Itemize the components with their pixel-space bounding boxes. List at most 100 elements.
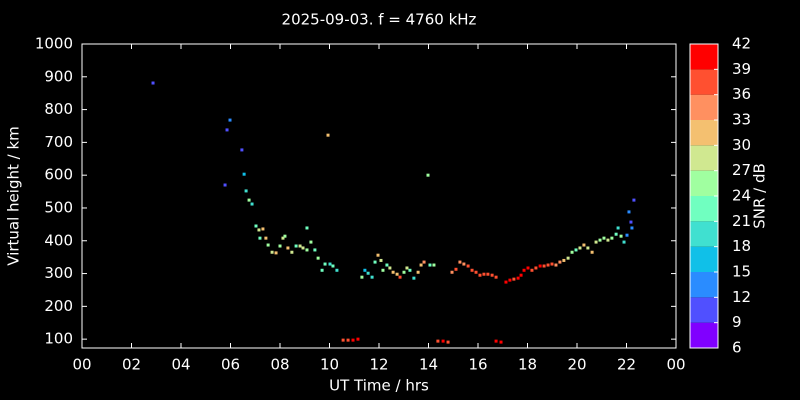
point xyxy=(419,263,423,267)
point xyxy=(486,272,490,276)
point xyxy=(534,266,538,270)
point xyxy=(294,244,298,248)
point xyxy=(441,339,445,343)
colorbar-band xyxy=(690,145,718,171)
point xyxy=(428,263,432,267)
plot-frame xyxy=(81,43,677,349)
y-tick-label: 200 xyxy=(44,297,73,315)
point xyxy=(512,277,516,281)
point xyxy=(499,340,503,344)
point xyxy=(622,240,626,244)
point xyxy=(482,272,486,276)
point xyxy=(316,256,320,260)
point xyxy=(264,236,268,240)
colorbar-tick-label: 30 xyxy=(732,136,751,154)
point xyxy=(632,198,636,202)
colorbar-tick-label: 39 xyxy=(732,60,751,78)
point xyxy=(351,338,355,342)
point xyxy=(326,133,330,137)
point xyxy=(223,183,227,187)
point xyxy=(242,172,246,176)
point xyxy=(331,264,335,268)
point xyxy=(422,260,426,264)
point xyxy=(228,118,232,122)
y-tick-label: 300 xyxy=(44,264,73,282)
point xyxy=(370,275,374,279)
point xyxy=(619,234,623,238)
x-tick-label: 02 xyxy=(122,356,141,374)
point xyxy=(582,243,586,247)
point xyxy=(405,266,409,270)
point xyxy=(290,250,294,254)
point xyxy=(454,267,458,271)
y-tick-label: 800 xyxy=(44,100,73,118)
x-tick-label: 06 xyxy=(221,356,240,374)
point xyxy=(398,275,402,279)
point xyxy=(328,262,332,266)
point xyxy=(346,338,350,342)
point xyxy=(305,248,309,252)
point xyxy=(426,173,430,177)
point xyxy=(610,236,614,240)
x-tick-label: 16 xyxy=(468,356,487,374)
point xyxy=(298,244,302,248)
point xyxy=(266,243,270,247)
point xyxy=(602,236,606,240)
point xyxy=(305,226,309,230)
point xyxy=(542,264,546,268)
point xyxy=(388,266,392,270)
point xyxy=(309,240,313,244)
y-tick-label: 600 xyxy=(44,166,73,184)
x-tick-label: 20 xyxy=(567,356,586,374)
point xyxy=(490,273,494,277)
point xyxy=(247,198,251,202)
point xyxy=(446,340,450,344)
point xyxy=(240,148,244,152)
colorbar-band xyxy=(690,221,718,247)
colorbar-band xyxy=(690,170,718,196)
point xyxy=(598,238,602,242)
x-tick-label: 10 xyxy=(320,356,339,374)
point xyxy=(412,276,416,280)
colorbar-band xyxy=(690,246,718,272)
x-tick-label: 18 xyxy=(518,356,537,374)
colorbar-label: SNR / dB xyxy=(751,163,769,229)
colorbar-band xyxy=(690,196,718,222)
point xyxy=(450,270,454,274)
point xyxy=(281,236,285,240)
point xyxy=(432,263,436,267)
colorbar-band xyxy=(690,297,718,323)
point xyxy=(538,264,542,268)
point xyxy=(566,256,570,260)
point xyxy=(323,262,327,266)
point xyxy=(366,271,370,275)
colorbar-tick-label: 33 xyxy=(732,111,751,129)
colorbar-tick-label: 15 xyxy=(732,263,751,281)
point xyxy=(270,250,274,254)
colorbar-tick-label: 18 xyxy=(732,237,751,255)
colorbar-tick-label: 42 xyxy=(732,35,751,53)
y-tick-label: 1000 xyxy=(35,35,73,53)
point xyxy=(391,270,395,274)
point xyxy=(385,263,389,267)
x-tick-label: 14 xyxy=(419,356,438,374)
point xyxy=(522,268,526,272)
colorbar-band xyxy=(690,94,718,120)
point xyxy=(594,240,598,244)
point xyxy=(250,202,254,206)
point xyxy=(274,251,278,255)
point xyxy=(616,226,620,230)
point xyxy=(574,248,578,252)
point xyxy=(570,250,574,254)
y-axis-label: Virtual height / km xyxy=(5,126,23,265)
point xyxy=(436,339,440,343)
point xyxy=(458,260,462,264)
point xyxy=(258,236,262,240)
point xyxy=(278,244,282,248)
point xyxy=(554,263,558,267)
colorbar-band xyxy=(690,44,718,70)
colorbar-tick-label: 21 xyxy=(732,212,751,230)
point xyxy=(606,238,610,242)
colorbar-tick-label: 12 xyxy=(732,288,751,306)
